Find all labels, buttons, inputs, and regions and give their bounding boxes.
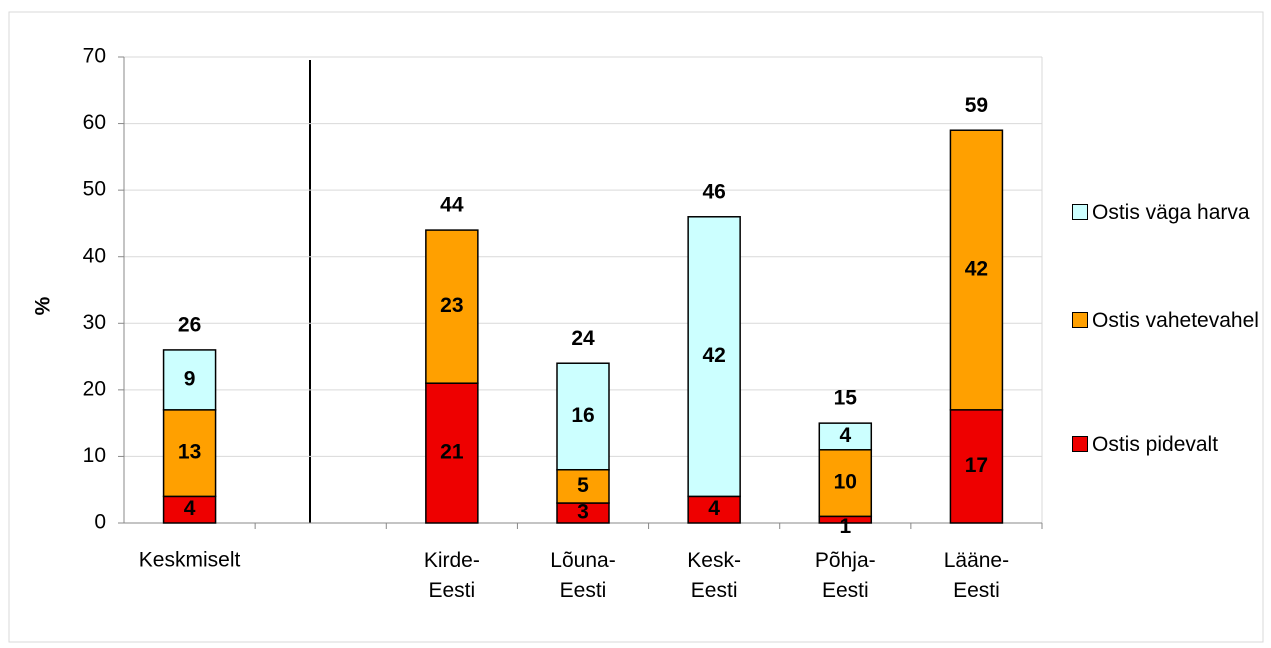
x-tick-label-line: Kirde- — [424, 549, 480, 572]
y-axis-title: % — [32, 296, 55, 315]
legend-item: Ostis vahetevahel — [1072, 304, 1262, 337]
bar-segment — [162, 349, 217, 411]
x-tick-label: Lõuna- Eesti — [550, 549, 615, 602]
legend-swatch — [1072, 312, 1088, 328]
x-tick-label-line: Eesti — [953, 579, 1000, 602]
legend-item: Ostis väga harva — [1072, 196, 1262, 229]
y-tick-label: 70 — [83, 45, 106, 68]
y-tick-label: 0 — [94, 511, 106, 534]
x-tick-label-line: Lõuna- — [550, 549, 615, 572]
total-label: 26 — [178, 313, 201, 336]
value-label: 17 — [965, 454, 988, 477]
x-tick-label: Keskmiselt — [139, 549, 241, 572]
legend-label: Ostis väga harva — [1092, 201, 1250, 224]
chart-border — [8, 11, 1264, 643]
bar-segment — [425, 229, 479, 384]
x-tick-label: Lääne- Eesti — [944, 549, 1009, 602]
total-label: 44 — [440, 194, 464, 217]
value-label: 4 — [708, 497, 720, 520]
legend-label: Ostis pidevalt — [1092, 433, 1219, 456]
legend-item: Ostis pidevalt — [1072, 428, 1262, 461]
bar-segment — [687, 216, 741, 498]
x-tick-label: Põhja- Eesti — [815, 549, 876, 602]
x-tick-label-line: Eesti — [560, 579, 607, 602]
total-label: 46 — [702, 180, 725, 203]
bar-segment — [687, 495, 741, 524]
total-label: 24 — [571, 327, 595, 350]
value-label: 13 — [178, 441, 201, 464]
x-tick-label-line: Kesk- — [687, 549, 741, 572]
y-tick-label: 10 — [83, 444, 106, 467]
x-tick-label-line: Eesti — [429, 579, 476, 602]
value-label: 1 — [839, 515, 851, 538]
value-label: 5 — [577, 474, 589, 497]
value-label: 21 — [440, 441, 464, 464]
total-label: 15 — [834, 387, 858, 410]
y-tick-label: 50 — [83, 178, 106, 201]
total-label: 59 — [965, 94, 988, 117]
value-label: 42 — [702, 344, 725, 367]
value-label: 4 — [184, 497, 196, 520]
x-tick-label-line: Lääne- — [944, 549, 1009, 572]
x-tick-label-line: Põhja- — [815, 549, 876, 572]
legend-label: Ostis vahetevahel — [1092, 309, 1259, 332]
value-label: 42 — [965, 258, 988, 281]
bar-segment — [556, 362, 610, 471]
value-label: 10 — [834, 471, 857, 494]
bar-segment — [949, 409, 1004, 524]
value-label: 9 — [184, 367, 196, 390]
legend-swatch — [1072, 436, 1088, 452]
y-tick-label: 30 — [83, 311, 106, 334]
value-label: 23 — [440, 294, 463, 317]
value-label: 4 — [839, 424, 851, 447]
bar-segment — [818, 422, 873, 451]
x-tick-label: Kirde- Eesti — [424, 549, 480, 602]
bar-segment — [162, 409, 217, 498]
y-tick-label: 60 — [83, 111, 106, 134]
x-tick-label: Kesk- Eesti — [687, 549, 741, 602]
bar-segment — [556, 468, 610, 504]
y-tick-label: 20 — [83, 377, 106, 400]
x-tick-label-line: Eesti — [822, 579, 869, 602]
y-tick-label: 40 — [83, 244, 106, 267]
legend-swatch — [1072, 204, 1088, 220]
x-tick-label-line: Eesti — [691, 579, 738, 602]
bar-segment — [162, 495, 217, 524]
bar-segment — [818, 449, 873, 518]
bar-segment — [949, 129, 1004, 411]
value-label: 16 — [571, 404, 594, 427]
value-label: 3 — [577, 501, 589, 524]
